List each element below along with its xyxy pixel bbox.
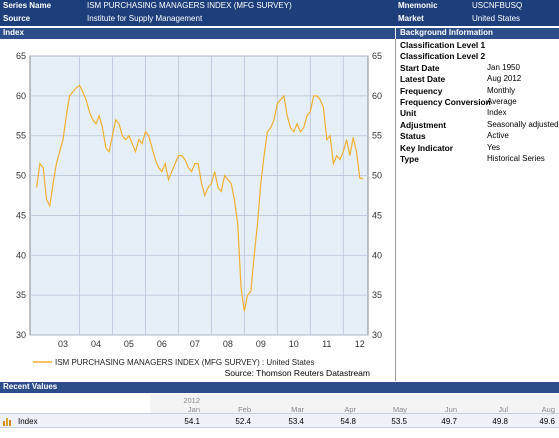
y-tick-label-right: 40 [372,250,382,260]
recent-value-cell: 49.8 [492,417,508,426]
market-value: United States [472,14,521,23]
recent-month-header: Jun [444,405,457,414]
plot-area [29,55,369,336]
recent-values-header: Recent Values [0,382,559,393]
y-tick-label-left: 45 [16,210,26,220]
y-tick-label-right: 60 [372,91,382,101]
source-header-row: Source Institute for Supply Management M… [0,13,559,26]
index-panel-title: Index [3,28,24,37]
x-tick-label: 08 [223,339,233,349]
recent-month-header: Feb [238,405,251,414]
background-info-value: Aug 2012 [487,74,522,84]
index-panel-header: Index [0,28,395,39]
background-info-key: Start Date [400,62,440,73]
y-tick-label-left: 55 [16,131,26,141]
recent-value-cell: 54.8 [340,417,356,426]
background-info-key: Type [400,154,419,164]
recent-month-header: Aug [541,405,555,414]
background-info-key: Latest Date [400,74,446,85]
y-tick-label-right: 30 [372,330,382,340]
recent-month-header: Jul [498,405,508,414]
x-tick-label: 11 [322,339,331,349]
y-tick-label-left: 60 [16,91,26,101]
recent-value-cell: 54.1 [184,417,200,426]
y-tick-label-left: 50 [16,171,26,181]
background-info-value: Active [487,131,509,141]
y-tick-label-right: 55 [372,131,382,141]
background-info-value: Average [487,97,517,106]
market-label: Market [398,14,424,23]
background-info-value: Yes [487,142,501,152]
y-tick-label-right: 50 [372,171,382,181]
series-line [36,84,364,312]
background-info-key: Classification Level 2 [400,51,486,62]
x-tick-label: 04 [91,339,101,349]
recent-month-header: Apr [344,405,356,414]
recent-values-row [0,413,559,428]
y-tick-label-left: 40 [16,250,26,260]
y-tick-label-left: 65 [16,51,26,61]
background-info-value: Seasonally adjusted [487,119,559,129]
background-info-key: Adjustment [400,119,447,130]
x-tick-label: 12 [355,339,365,349]
background-info-value: Monthly [487,85,516,95]
x-tick-label: 07 [190,339,200,349]
source-value: Institute for Supply Management [87,14,203,23]
recent-value-cell: 49.6 [539,417,555,426]
chart-source-note: Source: Thomson Reuters Datastream [225,368,370,378]
x-tick-label: 06 [157,339,167,349]
background-info-key: Status [400,131,426,142]
background-info-value: Historical Series [487,154,545,163]
series-header-row: Series Name ISM PURCHASING MANAGERS INDE… [0,0,559,13]
background-info-key: Classification Level 1 [400,40,486,50]
x-tick-label: 10 [289,339,299,349]
background-info-key: Frequency Conversion [400,97,491,107]
y-tick-label-left: 35 [16,290,26,300]
recent-value-cell: 53.4 [288,417,304,426]
background-info-value: Jan 1950 [487,62,520,72]
x-tick-label: 09 [256,339,266,349]
recent-month-header: Jan [187,405,200,414]
recent-row-label: Index [18,417,38,426]
recent-value-cell: 49.7 [441,417,457,426]
y-tick-label-right: 35 [372,290,382,300]
background-info-key: Key Indicator [400,142,454,153]
background-info-value: Index [487,108,507,118]
mnemonic-value: USCNFBUSQ [472,1,523,10]
recent-values-title: Recent Values [3,382,58,391]
series-chart-icon[interactable] [3,417,12,426]
recent-value-cell: 53.5 [391,417,407,426]
y-tick-label-right: 45 [372,210,382,220]
recent-month-header: May [392,405,407,414]
background-panel-header: Background Information [396,28,559,39]
background-panel-title: Background Information [400,28,493,37]
y-tick-label-left: 30 [16,330,26,340]
x-tick-label: 05 [124,339,134,349]
x-tick-label: 03 [58,339,68,349]
recent-month-header: Mar [291,405,304,414]
recent-values-column-header [150,394,559,413]
chart-panel: 30 30 35 35 40 40 45 45 50 50 55 55 60 60 65 65 03 04 05 06… [0,39,396,381]
recent-year-label: 2012 [183,396,200,405]
y-tick-label-right: 65 [372,51,382,61]
recent-value-cell: 52.4 [235,417,251,426]
series-name-value: ISM PURCHASING MANAGERS INDEX (MFG SURVE… [87,1,292,10]
series-name-label: Series Name [3,1,52,10]
background-info-key: Frequency [400,85,443,96]
index-line-chart: 30 30 35 35 40 40 45 45 50 50 55 55 60 60 65 65 03 04 05 06… [16,51,382,378]
source-label: Source [3,14,31,23]
legend-label: ISM PURCHASING MANAGERS INDEX (MFG SURVE… [55,358,314,367]
background-info-key: Unit [400,108,417,119]
mnemonic-label: Mnemonic [398,1,438,10]
